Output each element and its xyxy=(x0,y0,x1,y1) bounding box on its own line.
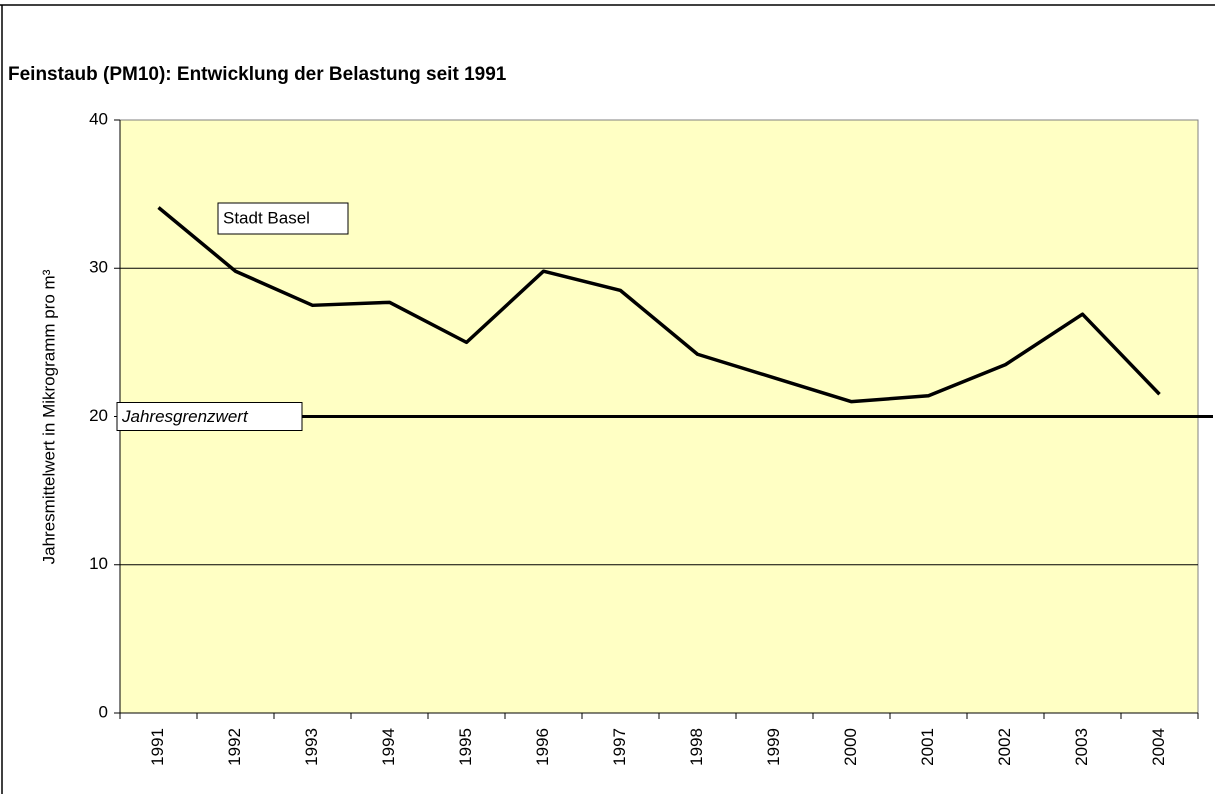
x-tick-label: 1994 xyxy=(379,728,398,766)
x-tick-label: 2000 xyxy=(841,728,860,766)
x-tick-label: 1995 xyxy=(456,728,475,766)
y-tick-label: 0 xyxy=(99,702,108,721)
x-tick-label: 2003 xyxy=(1072,728,1091,766)
reference-label: Jahresgrenzwert xyxy=(121,407,249,426)
x-tick-label: 1998 xyxy=(687,728,706,766)
series-label-box xyxy=(217,202,349,235)
y-axis-label: Jahresmittelwert in Mikrogramm pro m³ xyxy=(39,269,58,564)
series-line xyxy=(157,206,1161,404)
x-tick-label: 1993 xyxy=(302,728,321,766)
x-tick-label: 1996 xyxy=(533,728,552,766)
y-tick-label: 30 xyxy=(89,258,108,277)
series-label: Stadt Basel xyxy=(223,208,310,227)
x-tick-label: 1991 xyxy=(148,728,167,766)
x-tick-label: 2001 xyxy=(918,728,937,766)
x-tick-label: 1992 xyxy=(225,728,244,766)
x-tick-label: 1999 xyxy=(764,728,783,766)
x-tick-label: 2004 xyxy=(1149,728,1168,766)
reference-label-box xyxy=(116,402,303,431)
chart-title: Feinstaub (PM10): Entwicklung der Belast… xyxy=(8,64,507,85)
x-tick-label: 2002 xyxy=(995,728,1014,766)
y-tick-label: 20 xyxy=(89,406,108,425)
x-tick-label: 1997 xyxy=(610,728,629,766)
y-tick-label: 40 xyxy=(89,109,108,128)
y-tick-label: 10 xyxy=(89,554,108,573)
